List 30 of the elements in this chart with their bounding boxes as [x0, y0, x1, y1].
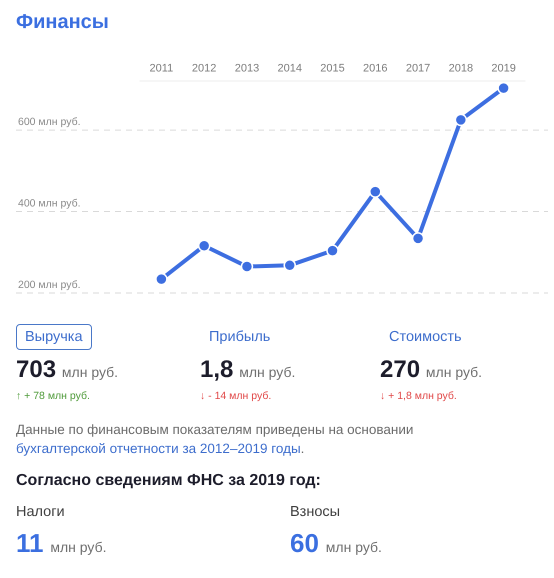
x-tick-label: 2015: [320, 62, 345, 75]
text: Взносы: [290, 504, 340, 520]
text: Выручка: [25, 329, 83, 345]
text: 60 млн руб.: [290, 528, 382, 558]
text: .: [300, 441, 304, 456]
chart-title: Финансы: [16, 11, 109, 34]
text: 11 млн руб.: [16, 528, 106, 558]
text: ↓ + 1,8 млн руб.: [380, 390, 457, 402]
text: Прибыль: [209, 329, 270, 345]
text: Данные по финансовым показателям приведены на основании: [16, 422, 414, 437]
x-tick-label: 2012: [192, 62, 216, 75]
text: бухгалтерской отчетности за 2012–2019 годы: [16, 441, 301, 456]
x-tick-label: 2016: [363, 62, 388, 75]
text: 270 млн руб.: [380, 356, 482, 383]
text: Налоги: [16, 504, 65, 520]
text: 703 млн руб.: [16, 356, 118, 383]
x-tick-label: 2019: [491, 62, 516, 75]
text: ↓ - 14 млн руб.: [200, 390, 272, 402]
y-tick-label: 400 млн руб.: [18, 198, 81, 210]
text: Стоимость: [389, 329, 462, 345]
x-tick-label: 2011: [150, 62, 174, 75]
text: ↑ + 78 млн руб.: [16, 390, 90, 402]
x-tick-label: 2013: [234, 62, 260, 75]
x-tick-label: 2014: [277, 62, 302, 75]
x-tick-label: 2017: [406, 62, 430, 75]
text: 1,8 млн руб.: [200, 356, 296, 383]
text: Согласно сведениям ФНС за 2019 год:: [16, 472, 321, 490]
x-tick-label: 2018: [448, 62, 474, 75]
y-tick-label: 600 млн руб.: [18, 116, 81, 128]
y-tick-label: 200 млн руб.: [18, 279, 81, 291]
